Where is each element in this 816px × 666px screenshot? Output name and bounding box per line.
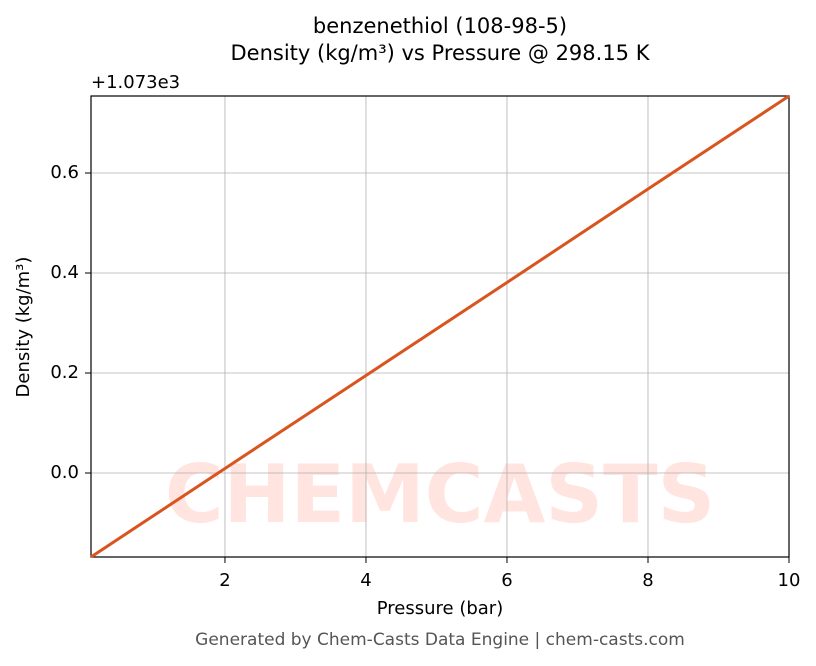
chart-subtitle: Density (kg/m³) vs Pressure @ 298.15 K — [230, 41, 650, 65]
x-tick-label: 10 — [778, 570, 801, 591]
y-tick-label: 0.0 — [50, 462, 79, 483]
y-tick-label: 0.6 — [50, 162, 79, 183]
data-line — [90, 94, 790, 559]
x-tick-label: 6 — [501, 570, 512, 591]
y-axis-label: Density (kg/m³) — [13, 257, 34, 398]
y-tick-label: 0.2 — [50, 362, 79, 383]
x-tick-label: 2 — [219, 570, 230, 591]
chart-title: benzenethiol (108-98-5) — [313, 14, 567, 38]
watermark: CHEMCASTS — [165, 448, 715, 541]
footer: Generated by Chem-Casts Data Engine | ch… — [195, 630, 685, 650]
y-tick-label: 0.4 — [50, 262, 79, 283]
x-tick-label: 8 — [642, 570, 653, 591]
y-offset-label: +1.073e3 — [91, 72, 180, 93]
plot-frame — [90, 95, 790, 558]
x-tick-label: 4 — [360, 570, 371, 591]
x-axis-label: Pressure (bar) — [377, 598, 503, 619]
